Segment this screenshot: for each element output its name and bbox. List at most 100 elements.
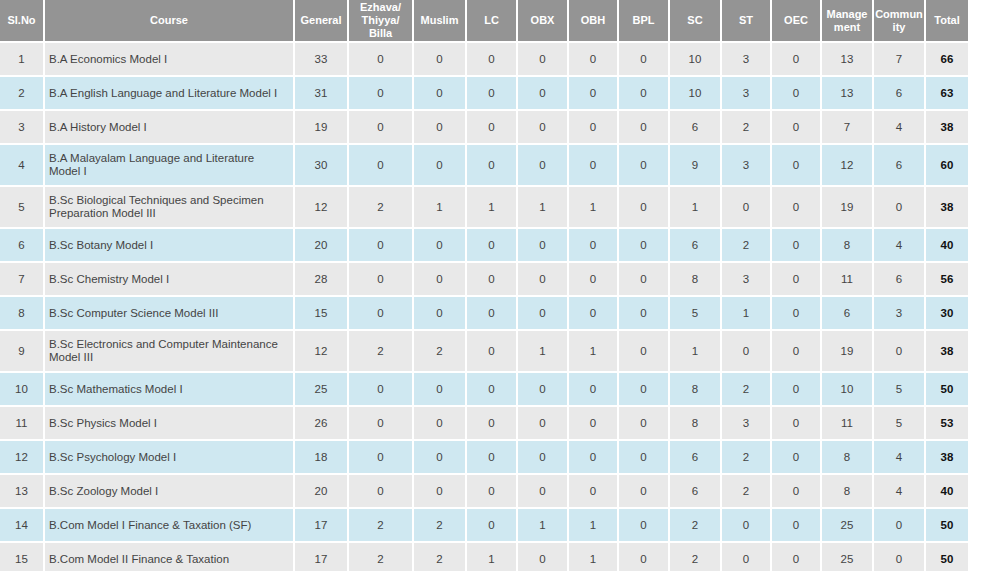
cell-lc: 1 (467, 543, 516, 571)
cell-sl-no: 3 (0, 111, 43, 143)
cell-general: 19 (295, 111, 347, 143)
cell-sl-no: 15 (0, 543, 43, 571)
column-header-management: Management (822, 0, 872, 41)
cell-management: 11 (822, 407, 872, 439)
cell-bpl: 0 (619, 331, 668, 371)
cell-oec: 0 (772, 373, 820, 405)
cell-bpl: 0 (619, 509, 668, 541)
cell-ezhava-thiyya-billa: 2 (349, 187, 412, 227)
cell-management: 6 (822, 297, 872, 329)
cell-obx: 0 (518, 263, 567, 295)
column-header-lc: LC (467, 0, 516, 41)
cell-oec: 0 (772, 475, 820, 507)
cell-sc: 10 (670, 43, 720, 75)
cell-general: 12 (295, 331, 347, 371)
cell-st: 3 (722, 43, 770, 75)
cell-sl-no: 9 (0, 331, 43, 371)
cell-obh: 0 (569, 297, 617, 329)
cell-management: 10 (822, 373, 872, 405)
cell-general: 20 (295, 475, 347, 507)
cell-bpl: 0 (619, 111, 668, 143)
cell-management: 13 (822, 43, 872, 75)
cell-ezhava-thiyya-billa: 2 (349, 543, 412, 571)
cell-obh: 1 (569, 331, 617, 371)
cell-management: 19 (822, 187, 872, 227)
cell-muslim: 0 (414, 297, 465, 329)
cell-lc: 0 (467, 77, 516, 109)
table-row: 5B.Sc Biological Techniques and Specimen… (0, 187, 968, 227)
cell-muslim: 0 (414, 475, 465, 507)
cell-bpl: 0 (619, 407, 668, 439)
cell-oec: 0 (772, 441, 820, 473)
cell-lc: 0 (467, 407, 516, 439)
cell-obx: 0 (518, 297, 567, 329)
cell-management: 11 (822, 263, 872, 295)
cell-management: 8 (822, 475, 872, 507)
cell-ezhava-thiyya-billa: 0 (349, 441, 412, 473)
cell-ezhava-thiyya-billa: 0 (349, 475, 412, 507)
cell-obh: 0 (569, 77, 617, 109)
cell-ezhava-thiyya-billa: 0 (349, 77, 412, 109)
table-row: 1B.A Economics Model I33000000103013766 (0, 43, 968, 75)
cell-total: 30 (926, 297, 968, 329)
cell-st: 2 (722, 111, 770, 143)
cell-sc: 2 (670, 509, 720, 541)
cell-total: 38 (926, 187, 968, 227)
cell-lc: 0 (467, 509, 516, 541)
cell-total: 56 (926, 263, 968, 295)
cell-muslim: 0 (414, 43, 465, 75)
cell-bpl: 0 (619, 475, 668, 507)
cell-muslim: 1 (414, 187, 465, 227)
cell-ezhava-thiyya-billa: 0 (349, 43, 412, 75)
column-header-obh: OBH (569, 0, 617, 41)
cell-obh: 0 (569, 111, 617, 143)
column-header-ezhava-thiyya-billa: Ezhava/ Thiyya/ Billa (349, 0, 412, 41)
cell-course: B.Com Model I Finance & Taxation (SF) (45, 509, 293, 541)
cell-sc: 8 (670, 263, 720, 295)
cell-community: 5 (874, 373, 924, 405)
cell-sc: 5 (670, 297, 720, 329)
cell-course: B.Sc Botany Model I (45, 229, 293, 261)
cell-general: 15 (295, 297, 347, 329)
cell-general: 17 (295, 543, 347, 571)
cell-sl-no: 2 (0, 77, 43, 109)
cell-bpl: 0 (619, 145, 668, 185)
cell-bpl: 0 (619, 543, 668, 571)
cell-obx: 0 (518, 543, 567, 571)
cell-oec: 0 (772, 77, 820, 109)
cell-community: 5 (874, 407, 924, 439)
cell-obx: 1 (518, 331, 567, 371)
cell-obx: 0 (518, 111, 567, 143)
cell-total: 38 (926, 331, 968, 371)
cell-obx: 0 (518, 373, 567, 405)
cell-obh: 0 (569, 407, 617, 439)
cell-management: 8 (822, 441, 872, 473)
cell-muslim: 2 (414, 543, 465, 571)
cell-st: 0 (722, 331, 770, 371)
cell-course: B.Sc Mathematics Model I (45, 373, 293, 405)
column-header-st: ST (722, 0, 770, 41)
cell-st: 0 (722, 509, 770, 541)
column-header-general: General (295, 0, 347, 41)
cell-course: B.A Malayalam Language and Literature Mo… (45, 145, 293, 185)
cell-total: 38 (926, 111, 968, 143)
cell-course: B.Sc Zoology Model I (45, 475, 293, 507)
cell-community: 0 (874, 543, 924, 571)
table-row: 14B.Com Model I Finance & Taxation (SF)1… (0, 509, 968, 541)
cell-course: B.A English Language and Literature Mode… (45, 77, 293, 109)
cell-sl-no: 10 (0, 373, 43, 405)
cell-lc: 0 (467, 43, 516, 75)
cell-oec: 0 (772, 407, 820, 439)
cell-st: 2 (722, 373, 770, 405)
column-header-total: Total (926, 0, 968, 41)
cell-sc: 8 (670, 407, 720, 439)
cell-total: 66 (926, 43, 968, 75)
cell-sl-no: 12 (0, 441, 43, 473)
cell-total: 60 (926, 145, 968, 185)
cell-total: 50 (926, 373, 968, 405)
table-row: 15B.Com Model II Finance & Taxation17221… (0, 543, 968, 571)
cell-management: 25 (822, 509, 872, 541)
column-header-sl-no: Sl.No (0, 0, 43, 41)
cell-community: 4 (874, 441, 924, 473)
cell-obh: 0 (569, 43, 617, 75)
